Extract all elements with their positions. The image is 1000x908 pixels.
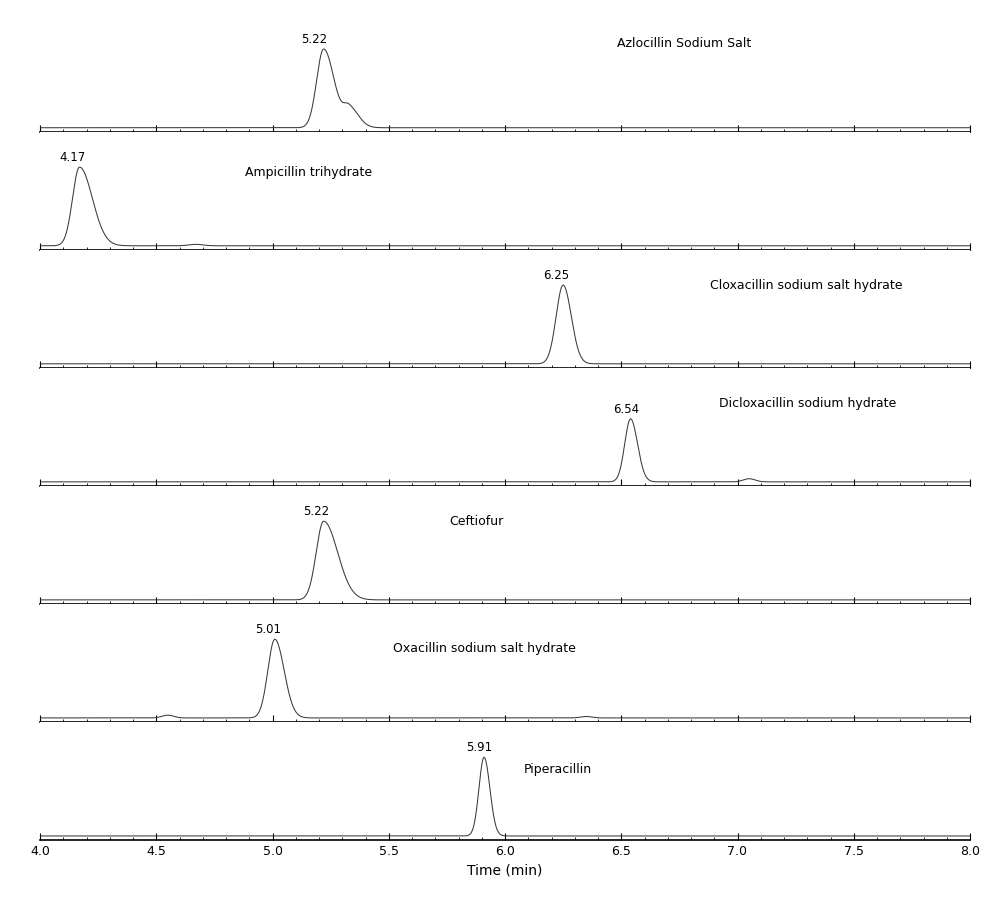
Text: 6.54: 6.54 xyxy=(613,403,639,416)
Text: 4.17: 4.17 xyxy=(59,151,86,164)
X-axis label: Time (min): Time (min) xyxy=(467,864,543,877)
Text: Cloxacillin sodium salt hydrate: Cloxacillin sodium salt hydrate xyxy=(710,279,902,291)
Text: 5.22: 5.22 xyxy=(301,33,327,46)
Text: Oxacillin sodium salt hydrate: Oxacillin sodium salt hydrate xyxy=(393,642,576,656)
Text: 5.01: 5.01 xyxy=(255,623,281,637)
Text: 5.91: 5.91 xyxy=(466,741,492,755)
Text: 5.22: 5.22 xyxy=(304,505,330,518)
Text: Ceftiofur: Ceftiofur xyxy=(449,515,503,528)
Text: 6.25: 6.25 xyxy=(543,269,569,282)
Text: Ampicillin trihydrate: Ampicillin trihydrate xyxy=(245,166,372,180)
Text: Dicloxacillin sodium hydrate: Dicloxacillin sodium hydrate xyxy=(719,397,896,410)
Text: Piperacillin: Piperacillin xyxy=(524,763,592,775)
Text: Azlocillin Sodium Salt: Azlocillin Sodium Salt xyxy=(617,36,751,50)
